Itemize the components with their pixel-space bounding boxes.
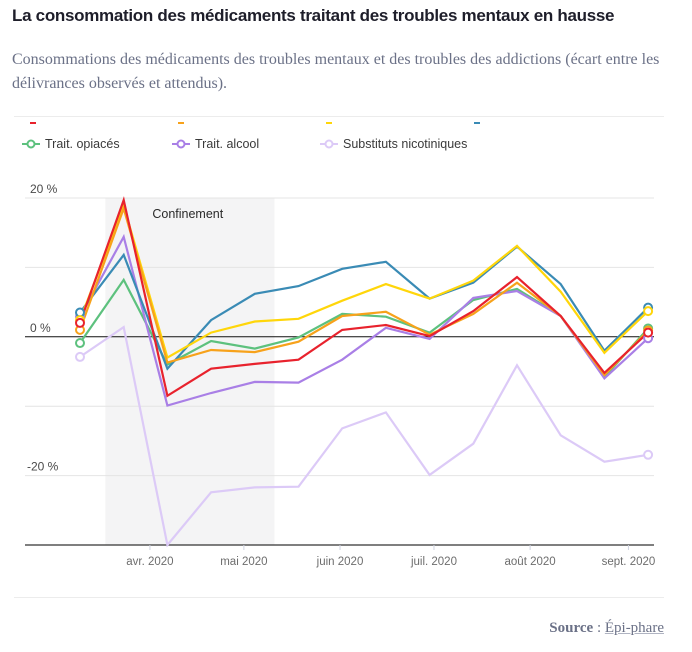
x-tick-label: mai 2020 [220,556,267,568]
legend-marker-icon [22,139,40,149]
confinement-label: Confinement [152,207,223,221]
footer-divider [14,597,664,598]
legend-stub-orange[interactable] [178,122,184,124]
series-start-marker-4[interactable] [75,338,85,349]
source-label: Source [549,620,594,636]
confinement-shade [105,198,275,545]
x-tick-label: juil. 2020 [410,556,457,568]
source-credit: Source : Épi-phare [549,620,664,637]
series-end-marker-0[interactable] [643,327,654,338]
series-line-2[interactable] [78,202,649,360]
x-tick-label: avr. 2020 [126,556,173,568]
line-chart: Confinement 20 % 0 % -20 % avr. 2020 mai 202… [25,182,656,568]
legend-label: Trait. opiacés [45,137,120,151]
legend: Trait. opiacés Trait. alcool Substituts … [22,137,467,151]
series-line-5[interactable] [79,233,649,407]
y-tick-label: 0 % [30,321,51,335]
legend-item-nicotine[interactable]: Substituts nicotiniques [320,137,467,151]
legend-label: Trait. alcool [195,137,260,151]
legend-marker-icon [320,139,338,149]
legend-row-clipped [14,117,664,127]
legend-stub-yellow[interactable] [326,122,332,124]
y-tick-label: -20 % [27,460,59,474]
x-tick-label: juin 2020 [316,556,364,568]
legend-top-divider [14,116,664,117]
y-tick-label: 20 % [30,182,58,196]
legend-item-alcool[interactable]: Trait. alcool [172,137,320,151]
chart-subtitle: Consommations des médicaments des troubl… [12,51,660,92]
source-link[interactable]: Épi-phare [604,620,664,636]
legend-label: Substituts nicotiniques [343,137,468,151]
x-tick-label: sept. 2020 [602,556,656,568]
legend-stub-blue[interactable] [474,122,480,124]
series-start-marker-6[interactable] [75,351,85,362]
chart-title: La consommation des médicaments traitant… [12,6,615,25]
series-end-marker-2[interactable] [643,306,654,317]
legend-item-opiaces[interactable]: Trait. opiacés [22,137,172,151]
series-start-marker-0[interactable] [75,317,85,328]
series-line-0[interactable] [78,196,649,398]
x-tick-label: août 2020 [505,556,556,568]
series-end-marker-6[interactable] [643,449,654,460]
source-separator: : [593,620,605,636]
legend-marker-icon [172,139,190,149]
series-line-6[interactable] [79,325,649,548]
legend-stub-red[interactable] [30,122,36,124]
